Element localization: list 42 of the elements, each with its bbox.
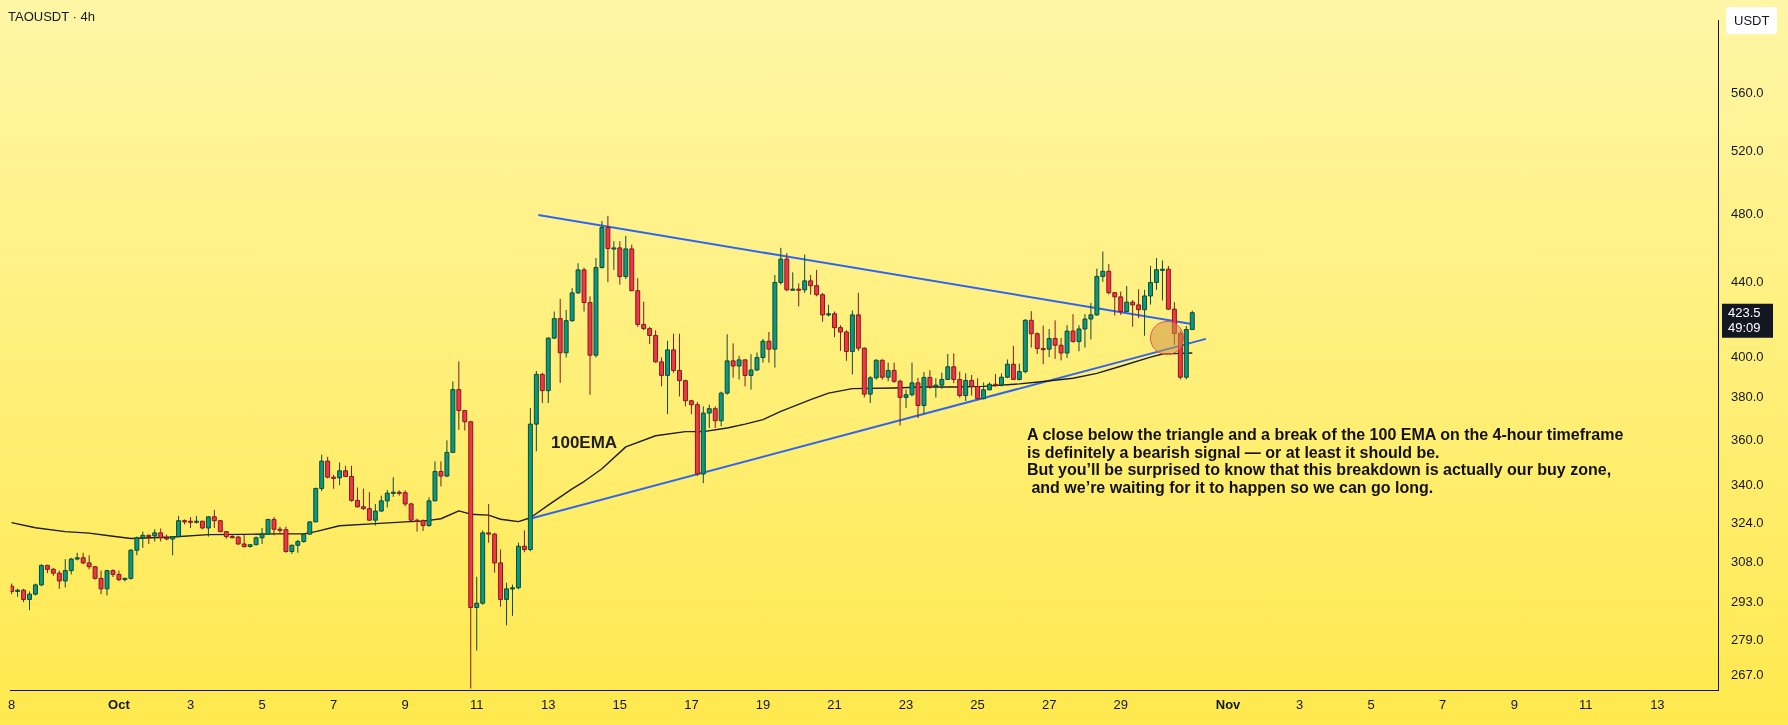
x-tick-label: 11 [1579,697,1593,713]
x-tick-label: 8 [8,697,16,713]
y-tick-label: 267.0 [1731,666,1764,682]
x-tick-label: 5 [258,697,266,713]
x-tick-label: 3 [186,697,195,713]
x-tick-label: 23 [898,697,914,713]
y-axis-title: USDT [1726,7,1778,34]
x-tick-label: 3 [1295,697,1304,713]
x-tick-label: 7 [1439,697,1447,713]
x-tick-label: 21 [827,697,842,713]
x-tick-label: 25 [970,697,985,713]
y-tick-label: 560.0 [1731,84,1764,100]
annotation: A close below the triangle and a break of the 100 EMA on the 4-hour timeframe is definitely a bearish signal — or at least it should be. But you’ll be surprised to know that this breakdown is actually our buy zone, and we’re waiting for it to happen so we can go long. [1027,426,1624,496]
x-tick-label: 9 [401,697,409,713]
y-tick-label: 400.0 [1731,349,1764,365]
series-label: 100EMA [550,433,618,453]
text: 423.5 49:09 [1728,304,1761,335]
x-tick-label: 11 [469,697,484,713]
x-tick-label: 17 [684,697,699,713]
x-tick-label: 15 [612,697,628,713]
x-tick-label: 29 [1113,697,1128,713]
y-tick-label: 340.0 [1731,476,1764,492]
y-tick-label: 293.0 [1731,593,1764,609]
chart-title: TAOUSDT · 4h [8,9,95,24]
x-tick-label: 13 [541,697,556,713]
y-tick-label: 360.0 [1731,431,1764,447]
y-tick-label: 440.0 [1731,274,1764,290]
y-tick-label: 279.0 [1731,632,1764,648]
x-tick-label: 13 [1650,697,1665,713]
y-tick-label: 480.0 [1731,205,1764,221]
x-tick-label: 27 [1041,697,1057,713]
candlestick [665,340,670,415]
y-tick-label: 520.0 [1731,142,1764,158]
y-tick-label: 324.0 [1731,514,1764,530]
x-tick-label: Oct [108,697,131,713]
x-tick-label: 9 [1510,697,1518,713]
x-tick-label: 19 [755,697,771,713]
x-tick-label: 7 [329,697,338,713]
x-tick-label: 5 [1367,697,1375,713]
x-tick-label: Nov [1215,697,1242,713]
y-tick-label: 380.0 [1731,389,1764,405]
y-tick-label: 308.0 [1731,554,1764,570]
